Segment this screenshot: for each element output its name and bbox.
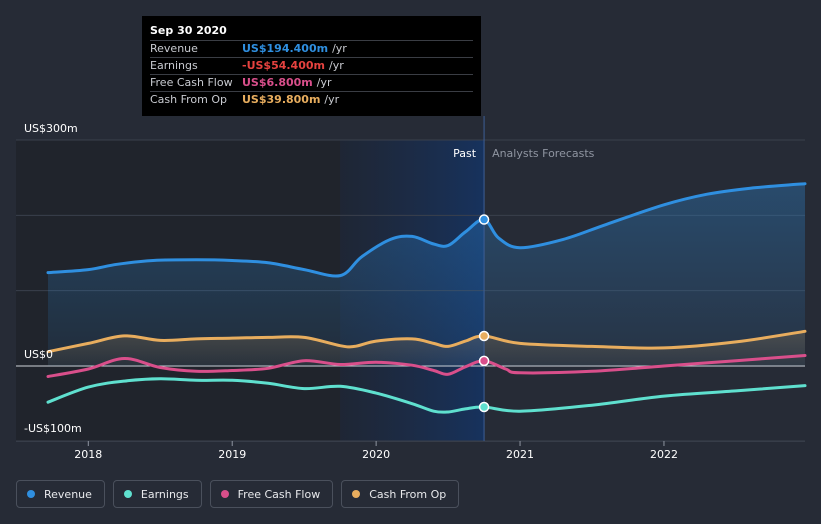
tooltip-value: US$194.400m [242,42,329,55]
line-free-cash-flow [46,354,807,378]
tooltip-unit: /yr [316,76,332,89]
legend-label: Cash From Op [369,487,447,501]
line-revenue [46,182,807,278]
x-tick-label: 2020 [362,448,390,461]
series-areas [48,183,805,366]
area-revenue [48,183,805,366]
tooltip-row-revenue: Revenue US$194.400m /yr [150,40,473,57]
forecast-label: Analysts Forecasts [492,147,595,160]
legend-item-cash-from-op[interactable]: Cash From Op [341,480,460,508]
legend-dot-icon [27,490,35,498]
marker-revenue [478,214,490,225]
y-tick-label: US$300m [24,122,78,135]
tooltip-label: Revenue [150,42,198,55]
x-axis: 2018 2019 2020 2021 2022 [74,441,678,461]
tooltip-unit: /yr [332,42,347,55]
tooltip-row-free-cash-flow: Free Cash Flow US$6.800m /yr [150,74,473,91]
tooltip-row-earnings: Earnings -US$54.400m /yr [150,57,473,74]
tooltip-value: US$6.800m [242,76,313,89]
series-markers [478,214,490,413]
y-axis-labels: US$300m US$0 -US$100m [24,122,82,435]
tooltip-label: Earnings [150,59,198,72]
tooltip-unit: /yr [324,93,340,106]
past-label: Past [453,147,477,160]
x-tick-label: 2021 [506,448,534,461]
tooltip-unit: /yr [328,59,344,72]
y-tick-label: US$0 [24,348,53,361]
tooltip-date: Sep 30 2020 [150,24,227,37]
legend-item-revenue[interactable]: Revenue [16,480,105,508]
marker-cash-from-op [478,330,490,342]
marker-earnings [478,401,490,413]
legend-label: Revenue [44,487,92,501]
marker-free-cash-flow [478,355,490,367]
legend-item-free-cash-flow[interactable]: Free Cash Flow [209,480,334,508]
legend-dot-icon [123,490,132,498]
tooltip-label: Cash From Op [150,93,228,106]
chart-legend: Revenue Earnings Free Cash Flow Cash Fro… [16,480,460,508]
area-cash-from-op [48,331,805,366]
legend-item-earnings[interactable]: Earnings [112,480,202,508]
legend-label: Free Cash Flow [237,487,321,501]
legend-label: Earnings [140,487,189,501]
legend-dot-icon [220,490,229,498]
tooltip-row-cash-from-op: Cash From Op US$39.800m /yr [150,91,473,108]
x-tick-label: 2018 [74,448,102,461]
series-lines [46,182,807,414]
tooltip-value: -US$54.400m [242,59,325,72]
x-tick-label: 2022 [650,448,678,461]
legend-dot-icon [352,490,361,498]
tooltip-value: US$39.800m [242,93,321,106]
line-cash-from-op [46,329,807,354]
tooltip-label: Free Cash Flow [150,76,233,89]
x-tick-label: 2019 [218,448,246,461]
y-tick-label: -US$100m [24,422,82,435]
data-tooltip: Sep 30 2020 Revenue US$194.400m /yr Earn… [142,16,481,116]
line-earnings [46,377,807,414]
